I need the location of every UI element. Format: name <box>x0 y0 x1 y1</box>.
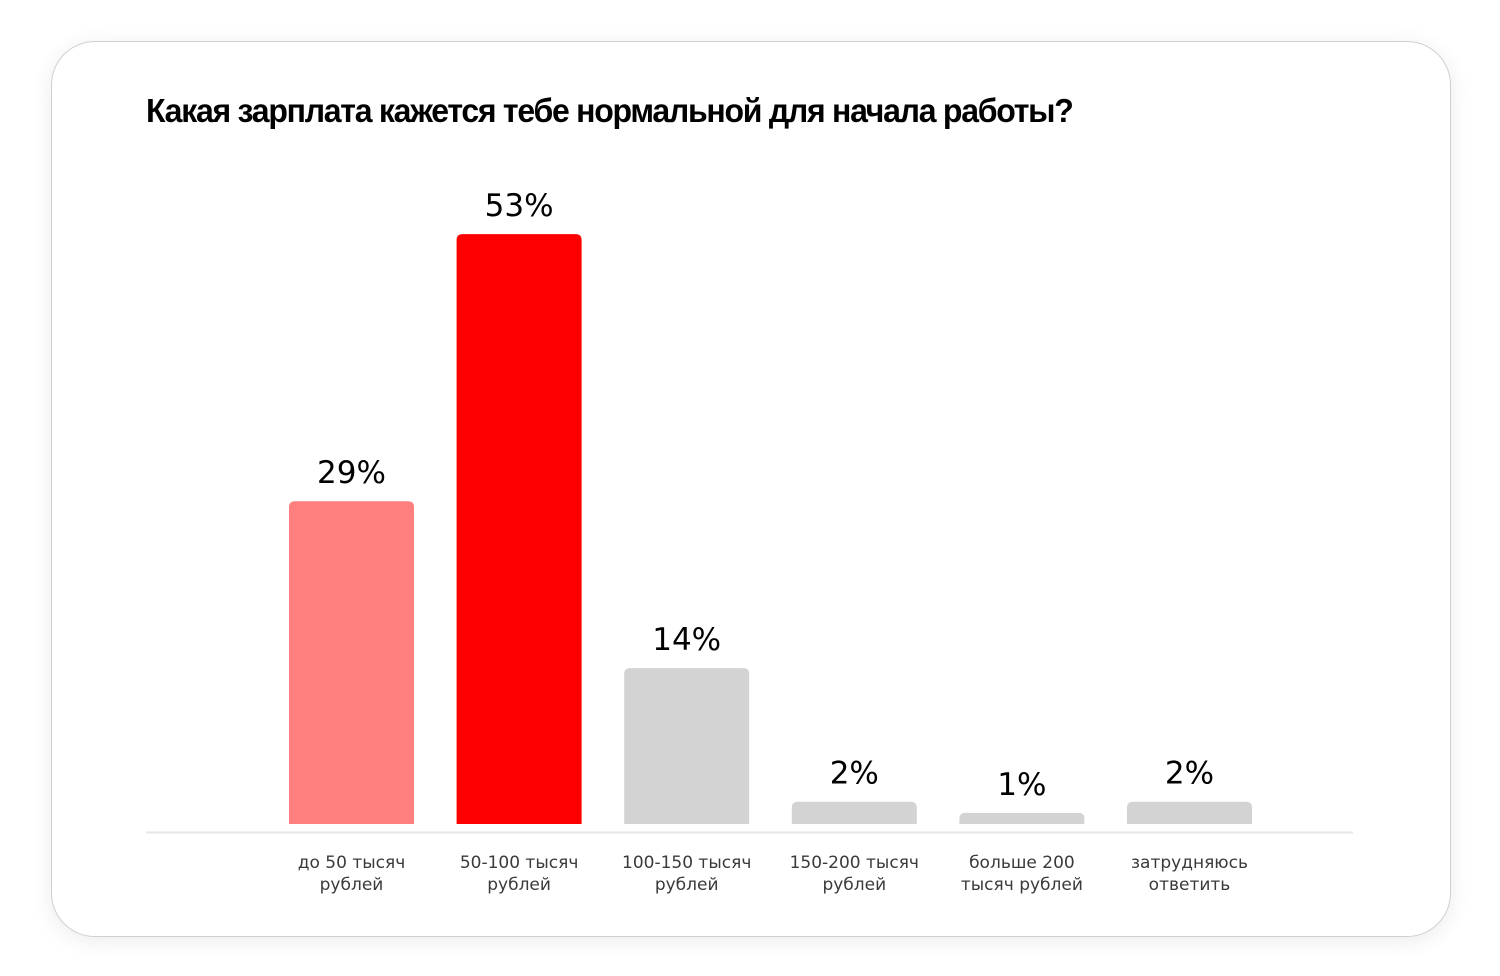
x-tick-label: 150-200 тысяч <box>790 853 919 873</box>
bar <box>289 501 414 824</box>
x-tick-label: рублей <box>487 875 551 895</box>
bar <box>959 812 1085 824</box>
x-tick-label: 50-100 тысяч <box>460 853 579 873</box>
data-label: 1% <box>997 767 1046 803</box>
x-tick-label: 100-150 тысяч <box>622 853 751 873</box>
bar <box>624 668 750 824</box>
x-tick-label: до 50 тысяч <box>298 853 406 873</box>
chart-card <box>51 41 1451 937</box>
chart-title: Какая зарплата кажется тебе нормальной д… <box>146 92 1074 129</box>
x-tick-label: рублей <box>655 875 719 895</box>
x-tick-label: рублей <box>822 875 886 895</box>
x-tick-label: тысяч рублей <box>961 875 1083 895</box>
x-tick-label: затрудняюсь <box>1131 853 1248 873</box>
data-label: 14% <box>652 622 721 658</box>
data-label: 2% <box>1165 756 1214 792</box>
data-label: 53% <box>485 188 554 224</box>
bar <box>456 234 582 825</box>
x-tick-label: ответить <box>1149 875 1231 895</box>
x-tick-label: рублей <box>320 875 384 895</box>
bar <box>791 801 917 824</box>
bar <box>1127 801 1252 824</box>
x-tick-label: больше 200 <box>969 853 1075 873</box>
data-label: 2% <box>830 756 879 792</box>
data-label: 29% <box>317 455 386 491</box>
